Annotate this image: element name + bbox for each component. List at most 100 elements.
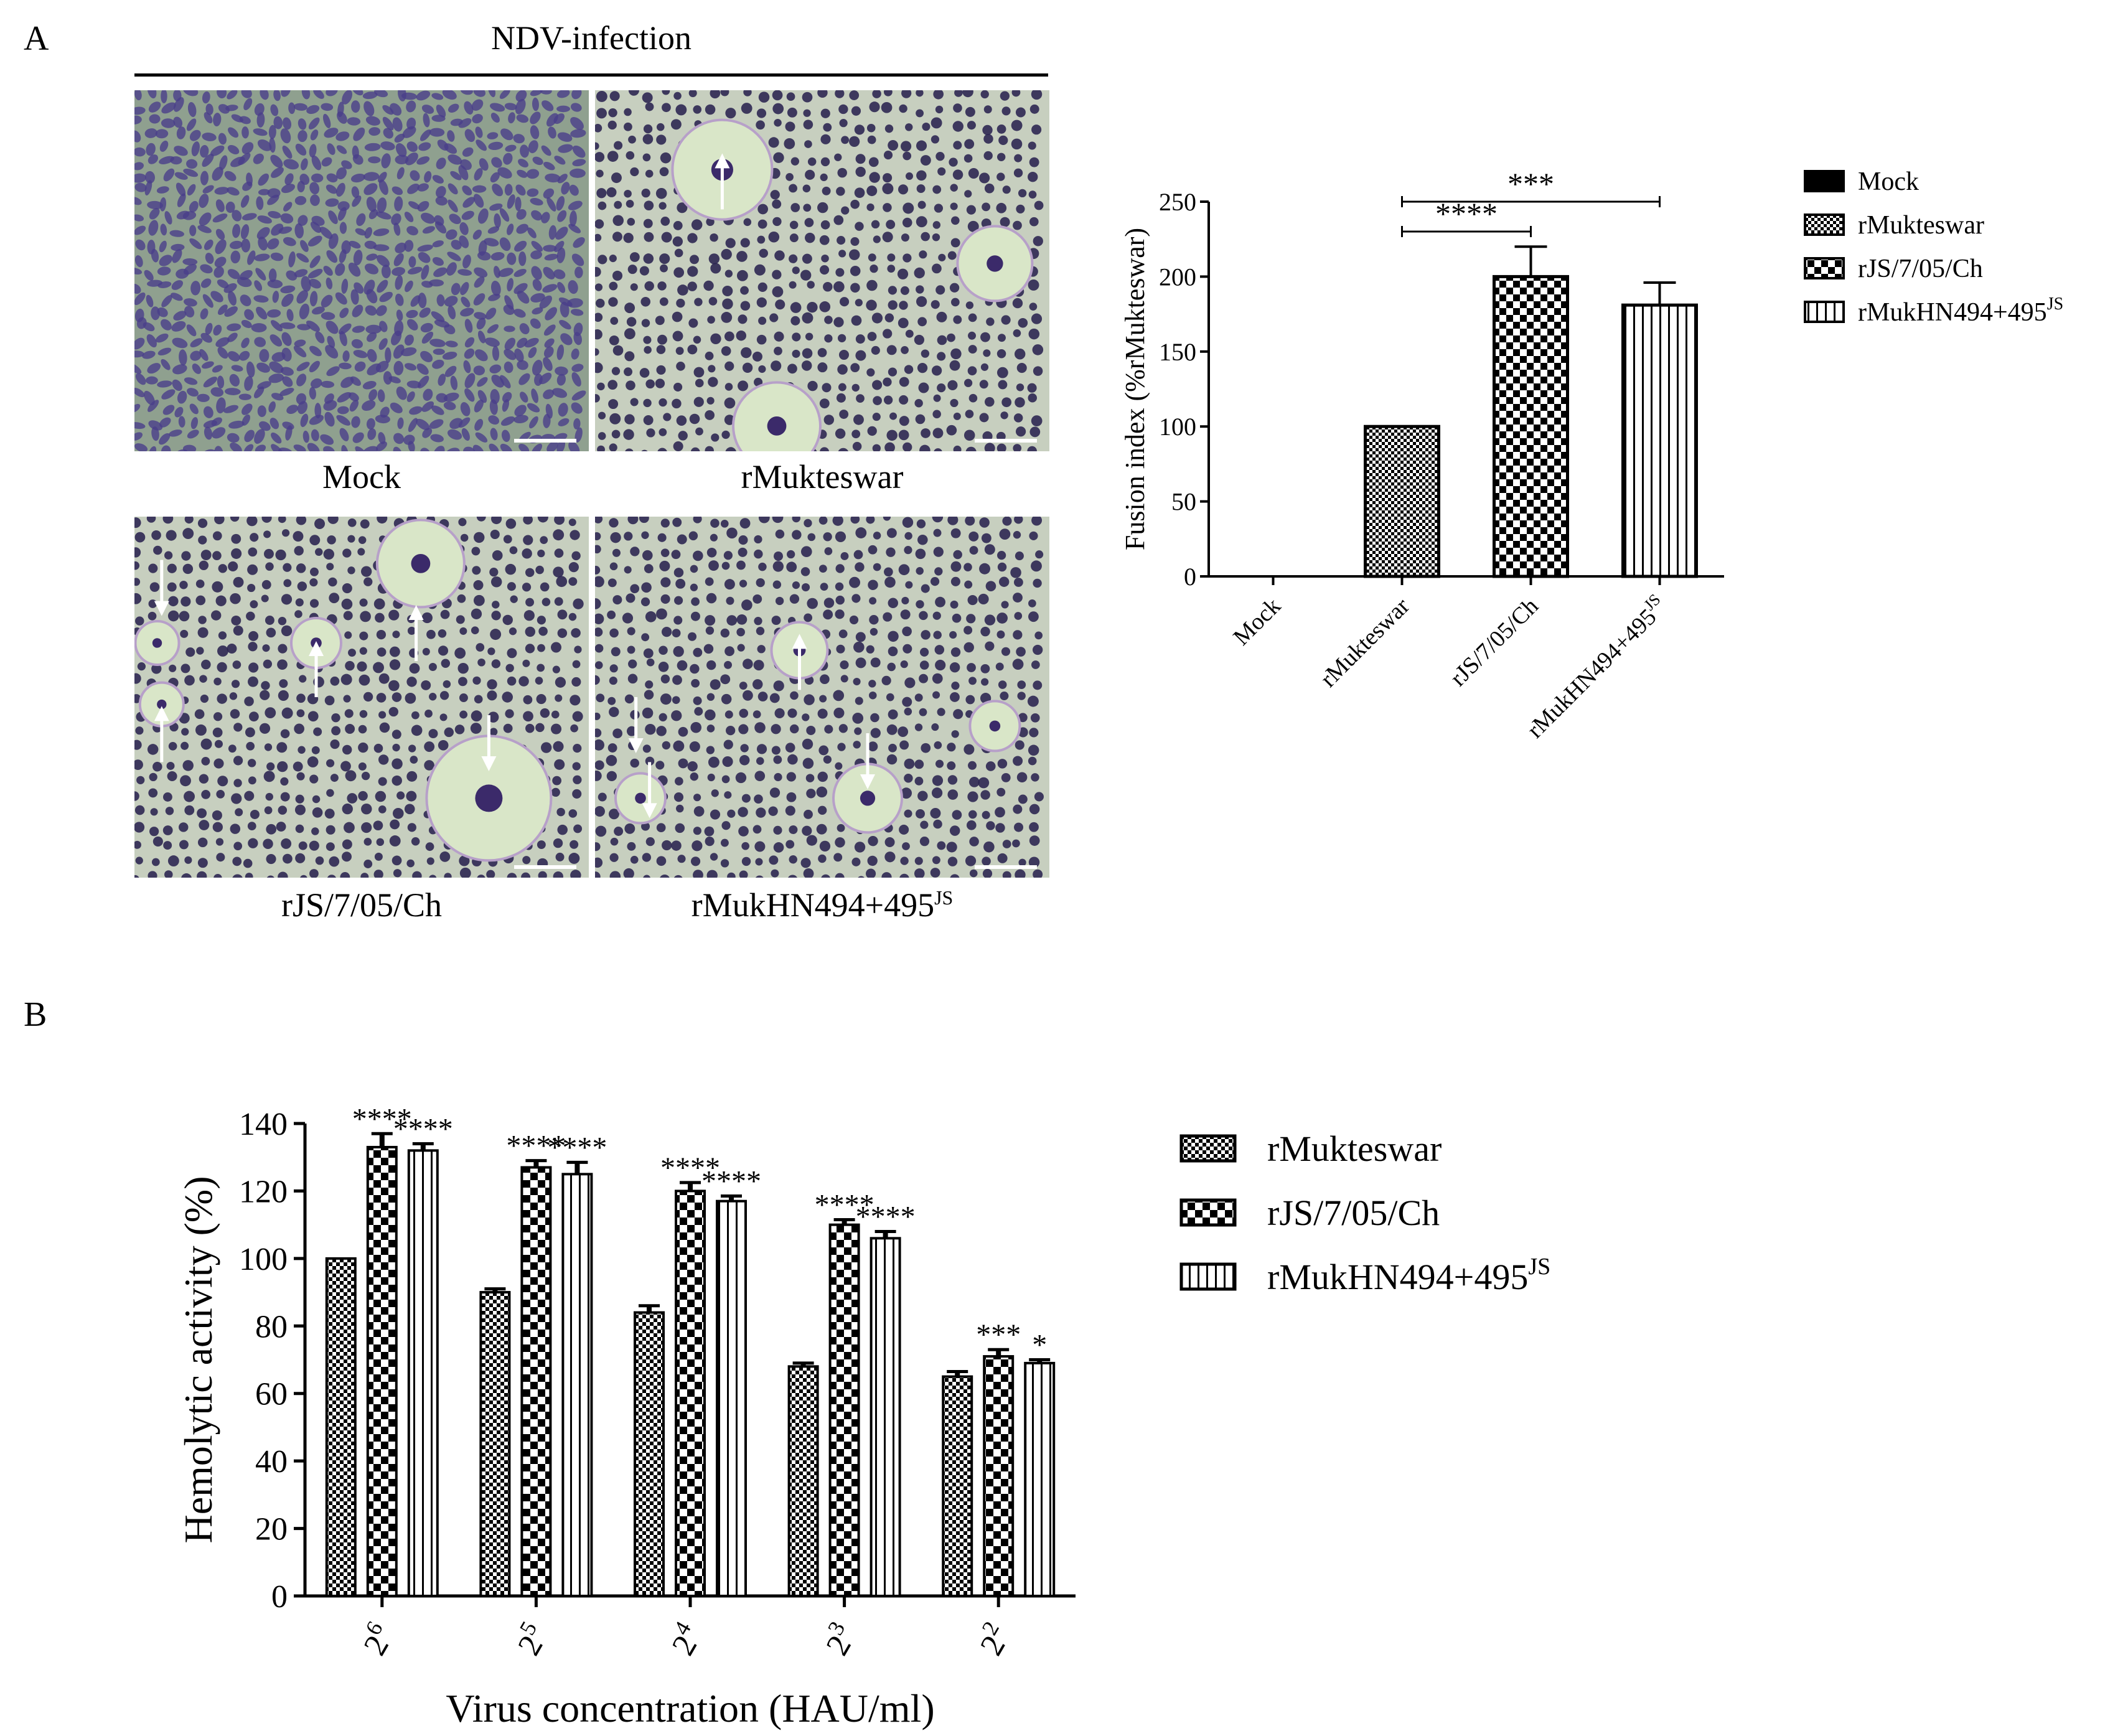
cell-nucleus (595, 760, 604, 770)
cell-nucleus (200, 738, 212, 750)
cell-nucleus (1028, 190, 1037, 199)
cell-nucleus (708, 560, 719, 571)
cell-nucleus (454, 647, 466, 659)
cell-nucleus (342, 744, 352, 755)
cell-nucleus (426, 629, 436, 639)
cell-nucleus (657, 448, 667, 451)
cell-nucleus (1017, 692, 1026, 700)
cell-nucleus (742, 690, 753, 701)
cell-nucleus (393, 360, 404, 375)
cell-nucleus (789, 184, 797, 193)
scale-bar (975, 865, 1037, 869)
cell-nucleus (294, 269, 308, 278)
cell-nucleus (462, 185, 472, 196)
cell-nucleus (570, 870, 581, 878)
cell-nucleus (756, 578, 765, 588)
cell-nucleus (823, 609, 833, 620)
cell-nucleus (514, 348, 524, 362)
cell-nucleus (881, 101, 893, 113)
cell-nucleus (432, 240, 444, 248)
cell-nucleus (642, 744, 651, 753)
cell-nucleus (787, 107, 797, 118)
cell-nucleus (607, 697, 616, 705)
cell-nucleus (541, 742, 552, 753)
cell-nucleus (443, 401, 456, 410)
cell-nucleus (180, 741, 189, 750)
cell-nucleus (868, 741, 878, 752)
cell-nucleus (307, 443, 320, 451)
cell-nucleus (460, 307, 474, 317)
cell-nucleus (1002, 840, 1011, 848)
cell-nucleus (556, 373, 566, 386)
cell-nucleus (198, 535, 207, 545)
cell-nucleus (134, 388, 145, 398)
cell-nucleus (439, 851, 451, 862)
cell-nucleus (530, 125, 540, 139)
cell-nucleus (595, 661, 603, 669)
cell-nucleus (404, 240, 414, 252)
cell-nucleus (377, 517, 388, 524)
legend-label: rMukHN494+495JS (1858, 294, 2063, 327)
cell-nucleus (1029, 728, 1039, 738)
cell-nucleus (916, 170, 927, 181)
cell-nucleus (541, 212, 550, 223)
cell-nucleus (785, 743, 795, 753)
cell-nucleus (280, 777, 289, 786)
cell-nucleus (390, 819, 400, 830)
cell-nucleus (997, 562, 1007, 572)
sig-stars: **** (701, 1165, 761, 1198)
cell-nucleus (855, 299, 863, 307)
cell-nucleus (819, 398, 830, 409)
cell-nucleus (802, 825, 812, 836)
cell-nucleus (523, 535, 533, 545)
cell-nucleus (322, 113, 331, 129)
cell-nucleus (464, 129, 476, 143)
cell-nucleus (673, 267, 685, 278)
cell-nucleus (802, 312, 813, 324)
cell-nucleus (263, 838, 273, 849)
cell-nucleus (608, 297, 618, 307)
cell-nucleus (557, 210, 567, 222)
cell-nucleus (998, 380, 1008, 390)
cell-nucleus (849, 615, 859, 625)
cell-nucleus (868, 157, 879, 167)
bar-fine-checker (634, 1311, 665, 1598)
cell-nucleus (472, 114, 483, 124)
cell-nucleus (351, 100, 360, 113)
cell-nucleus (492, 550, 503, 561)
cell-nucleus (309, 345, 322, 357)
cell-nucleus (838, 629, 848, 639)
cell-nucleus (186, 118, 197, 131)
cell-nucleus (212, 427, 226, 439)
cell-nucleus (441, 659, 451, 668)
cell-nucleus (359, 598, 368, 607)
cell-nucleus (642, 153, 651, 162)
cell-nucleus (856, 394, 865, 403)
cell-nucleus (947, 333, 955, 342)
cell-nucleus (816, 823, 827, 835)
cell-nucleus (660, 264, 668, 273)
cell-nucleus (266, 875, 274, 878)
cell-nucleus (357, 661, 367, 672)
bar-fine-checker (942, 1375, 973, 1598)
cell-nucleus (309, 387, 316, 400)
cell-nucleus (854, 187, 865, 199)
cell-nucleus (531, 388, 538, 403)
cell-nucleus (596, 188, 607, 199)
cell-nucleus (932, 775, 944, 786)
cell-nucleus (787, 364, 797, 374)
cell-nucleus (571, 390, 586, 401)
cell-nucleus (328, 577, 337, 587)
cell-nucleus (227, 433, 240, 443)
cell-nucleus (184, 675, 195, 686)
cell-nucleus (571, 402, 583, 414)
cell-nucleus (224, 306, 238, 317)
cell-nucleus (420, 350, 433, 362)
cell-nucleus (423, 388, 433, 401)
cell-nucleus (216, 397, 226, 414)
cell-nucleus (474, 419, 484, 431)
cell-nucleus (227, 351, 240, 362)
cell-nucleus (148, 871, 157, 878)
cell-nucleus (672, 675, 682, 685)
